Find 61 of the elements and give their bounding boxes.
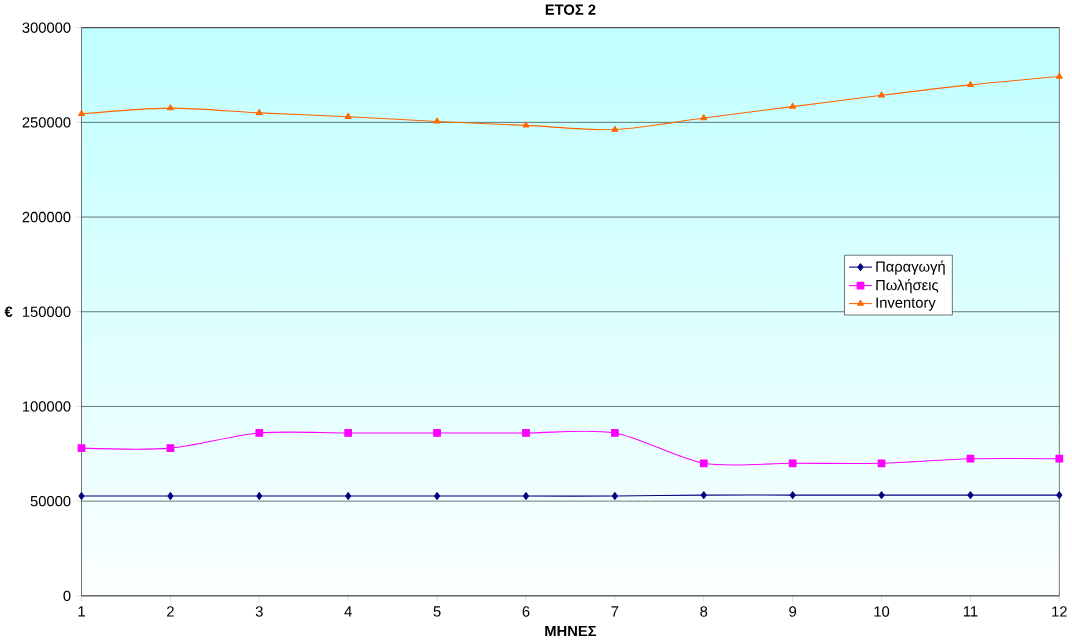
chart-title: ΕΤΟΣ 2 [545,4,596,16]
x-axis-title: ΜΗΝΕΣ [545,626,597,637]
point [878,91,885,98]
point [345,492,352,501]
point [255,109,263,116]
point [256,492,263,501]
x-tick-label: 10 [874,606,890,617]
x-tick-label: 6 [522,606,530,617]
point [611,492,618,501]
x-tick-label: 9 [789,606,797,617]
legend-label: Παραγωγή [876,260,945,275]
x-tick-label: 12 [1052,606,1067,617]
point [967,491,974,500]
point [1056,491,1063,500]
point [877,459,886,468]
point [77,444,86,453]
x-tick-label: 8 [700,606,708,617]
point [433,117,441,124]
x-tick-label: 5 [433,606,441,617]
y-tick-label: 50000 [30,496,71,507]
x-tick-label: 1 [78,606,85,617]
legend-label: Inventory [876,297,936,311]
point [522,121,530,128]
x-tick-label: 4 [344,606,352,617]
point [1055,455,1064,463]
point [166,104,174,111]
point [700,114,708,121]
x-tick-label: 3 [255,606,263,617]
x-tick-label: 7 [611,606,619,617]
point [78,492,85,501]
point [700,491,707,500]
y-tick-label: 250000 [22,117,71,128]
point [878,491,885,500]
point [434,492,441,501]
point [433,429,441,438]
point [167,492,174,501]
point [967,81,974,88]
point [166,444,175,453]
point [788,459,797,468]
y-axis-title: € [4,306,13,318]
x-tick-label: 2 [167,606,174,617]
y-tick-label: 0 [63,590,71,602]
point [344,113,352,120]
x-tick-label: 11 [963,606,978,617]
point [522,492,530,501]
legend-label: Πωλήσεις [876,279,939,294]
point [522,429,530,438]
point [611,125,619,132]
y-tick-label: 200000 [22,212,71,223]
point [78,110,85,117]
point [1055,72,1063,79]
point [610,429,619,438]
y-tick-label: 100000 [22,401,71,412]
point [789,102,797,110]
point [699,459,708,468]
point [789,491,796,500]
y-tick-label: 150000 [22,306,71,318]
point [255,429,264,438]
point [966,455,975,463]
y-tick-label: 300000 [22,22,71,34]
point [344,429,353,438]
